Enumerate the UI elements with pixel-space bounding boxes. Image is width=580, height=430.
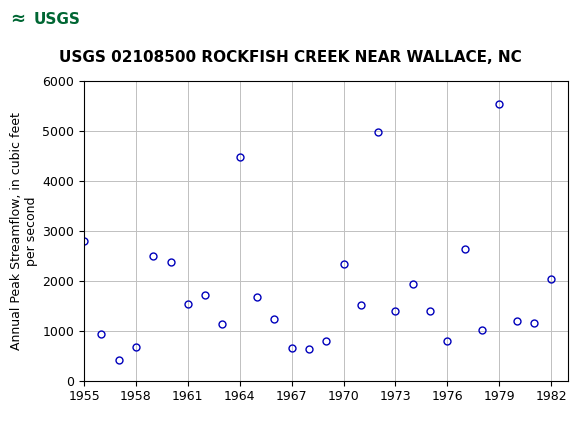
Text: ≈: ≈	[10, 10, 26, 28]
Text: USGS 02108500 ROCKFISH CREEK NEAR WALLACE, NC: USGS 02108500 ROCKFISH CREEK NEAR WALLAC…	[59, 50, 521, 65]
Text: USGS: USGS	[34, 12, 81, 27]
Y-axis label: Annual Peak Streamflow, in cubic feet
per second: Annual Peak Streamflow, in cubic feet pe…	[10, 112, 38, 350]
FancyBboxPatch shape	[3, 2, 87, 36]
